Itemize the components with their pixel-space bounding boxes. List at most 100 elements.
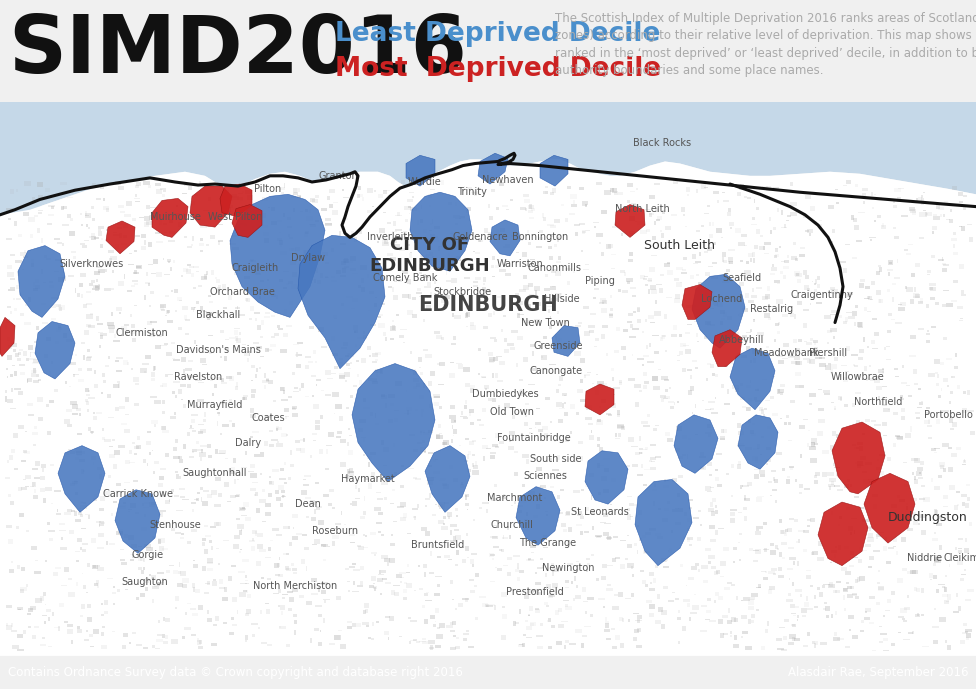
Bar [92, 183, 96, 187]
Bar [727, 389, 729, 394]
Bar [749, 619, 752, 624]
Bar [438, 504, 443, 506]
Bar [837, 489, 842, 491]
Bar [409, 641, 412, 644]
Bar [310, 223, 316, 227]
Bar [620, 380, 622, 382]
Bar [639, 448, 643, 451]
Bar [223, 621, 227, 624]
Bar [921, 485, 925, 488]
Bar [853, 218, 857, 222]
Bar [410, 207, 417, 211]
Bar [745, 293, 749, 298]
Bar [105, 269, 106, 272]
Bar [847, 294, 850, 297]
Bar [831, 369, 834, 373]
Bar [250, 464, 255, 468]
Bar [198, 382, 204, 383]
Bar [564, 320, 569, 324]
Bar [378, 498, 384, 500]
Bar [756, 287, 762, 289]
Bar [455, 564, 458, 566]
Bar [142, 527, 147, 531]
Bar [574, 458, 579, 462]
Bar [117, 381, 120, 383]
Bar [738, 444, 745, 446]
Bar [683, 599, 690, 602]
Bar [714, 242, 715, 245]
Bar [66, 424, 72, 426]
Bar [806, 570, 810, 571]
Bar [189, 428, 194, 429]
Bar [264, 349, 268, 352]
Bar [665, 226, 671, 229]
Bar [871, 378, 874, 381]
Bar [323, 559, 326, 562]
Bar [558, 384, 561, 387]
Bar [133, 378, 139, 382]
Bar [423, 383, 426, 388]
Bar [652, 236, 656, 240]
Bar [868, 537, 874, 542]
Bar [576, 412, 579, 415]
Bar [915, 614, 920, 617]
Bar [140, 593, 145, 597]
Text: Muirhouse: Muirhouse [149, 212, 200, 222]
Bar [950, 209, 953, 212]
Bar [323, 495, 329, 497]
Bar [139, 557, 144, 561]
Bar [24, 322, 30, 325]
Bar [80, 505, 87, 509]
Bar [7, 265, 13, 269]
Bar [602, 513, 608, 517]
Bar [966, 484, 970, 486]
Bar [297, 364, 301, 369]
Bar [455, 508, 458, 511]
Bar [495, 446, 499, 448]
Bar [847, 479, 850, 482]
Polygon shape [352, 364, 435, 482]
Bar [8, 218, 11, 220]
Bar [402, 597, 407, 600]
Bar [252, 482, 258, 484]
Bar [124, 324, 130, 326]
Bar [38, 209, 43, 211]
Bar [322, 251, 328, 256]
Bar [144, 216, 150, 220]
Bar [617, 410, 620, 415]
Bar [648, 289, 650, 294]
Bar [435, 576, 442, 577]
Bar [569, 644, 576, 645]
Bar [224, 482, 228, 486]
Bar [757, 192, 760, 194]
Bar [483, 277, 486, 282]
Bar [566, 511, 570, 515]
Bar [71, 511, 75, 512]
Bar [630, 324, 633, 328]
Bar [791, 604, 795, 608]
Bar [439, 362, 445, 366]
Bar [400, 577, 404, 578]
Bar [473, 251, 475, 252]
Bar [160, 345, 167, 347]
Bar [470, 590, 475, 593]
Bar [375, 351, 382, 355]
Bar [784, 619, 790, 622]
Bar [299, 595, 304, 598]
Bar [565, 218, 568, 222]
Bar [861, 620, 864, 623]
Bar [808, 430, 810, 431]
Bar [509, 347, 515, 350]
Bar [123, 224, 128, 227]
Bar [312, 404, 319, 409]
Bar [960, 577, 964, 582]
Bar [316, 384, 317, 387]
Bar [813, 340, 819, 343]
Bar [64, 512, 71, 515]
Bar [488, 352, 493, 356]
Bar [755, 497, 762, 502]
Bar [599, 298, 606, 302]
Bar [893, 205, 897, 207]
Bar [278, 574, 283, 577]
Bar [478, 373, 480, 376]
